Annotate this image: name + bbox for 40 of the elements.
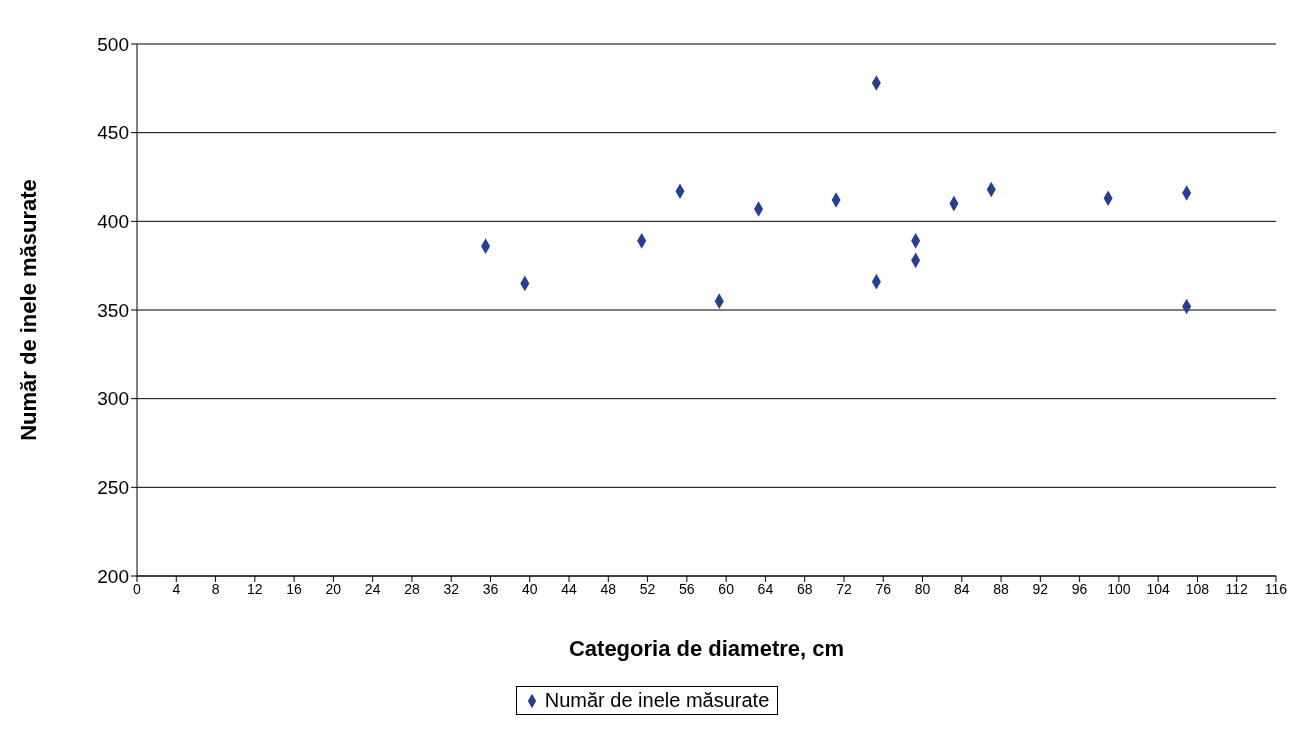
x-tick-label: 84: [954, 580, 970, 597]
x-tick-label: 96: [1071, 580, 1088, 597]
x-tick-label: 48: [600, 580, 617, 597]
y-tick-label: 300: [97, 388, 129, 410]
x-tick-label: 28: [404, 580, 420, 597]
y-tick-label: 450: [97, 122, 129, 144]
y-axis-title: Număr de inele măsurate: [15, 179, 41, 441]
x-tick-label: 8: [211, 580, 220, 597]
x-tick-label: 112: [1225, 580, 1249, 597]
x-tick-label: 44: [561, 580, 578, 597]
x-tick-label: 12: [247, 580, 263, 597]
x-tick-label: 0: [133, 580, 142, 597]
x-tick-label: 24: [364, 580, 381, 597]
x-tick-label: 100: [1107, 580, 1131, 597]
x-tick-label: 16: [286, 580, 303, 597]
x-tick-label: 32: [443, 580, 460, 597]
x-tick-label: 108: [1185, 580, 1210, 597]
y-tick-label: 400: [97, 211, 129, 233]
x-tick-label: 36: [482, 580, 499, 597]
x-tick-label: 56: [679, 580, 695, 597]
x-tick-label: 116: [1264, 580, 1288, 597]
x-tick-label: 68: [796, 580, 813, 597]
x-tick-label: 64: [757, 580, 774, 597]
x-tick-label: 80: [914, 580, 931, 597]
x-tick-label: 104: [1146, 580, 1171, 597]
x-axis-title: Categoria de diametre, cm: [568, 636, 845, 661]
x-tick-label: 76: [875, 580, 892, 597]
x-tick-label: 40: [521, 580, 538, 597]
x-tick-label: 20: [325, 580, 342, 597]
y-tick-label: 250: [97, 477, 129, 499]
x-tick-label: 52: [639, 580, 656, 597]
x-tick-label: 72: [836, 580, 852, 597]
legend-label: Număr de inele măsurate: [543, 689, 770, 712]
x-tick-label: 4: [172, 580, 181, 597]
y-tick-label: 350: [97, 299, 129, 321]
x-tick-label: 60: [718, 580, 735, 597]
x-tick-label: 92: [1032, 580, 1049, 597]
y-tick-label: 500: [97, 33, 129, 55]
y-tick-label: 200: [97, 565, 129, 587]
x-tick-label: 88: [993, 580, 1010, 597]
